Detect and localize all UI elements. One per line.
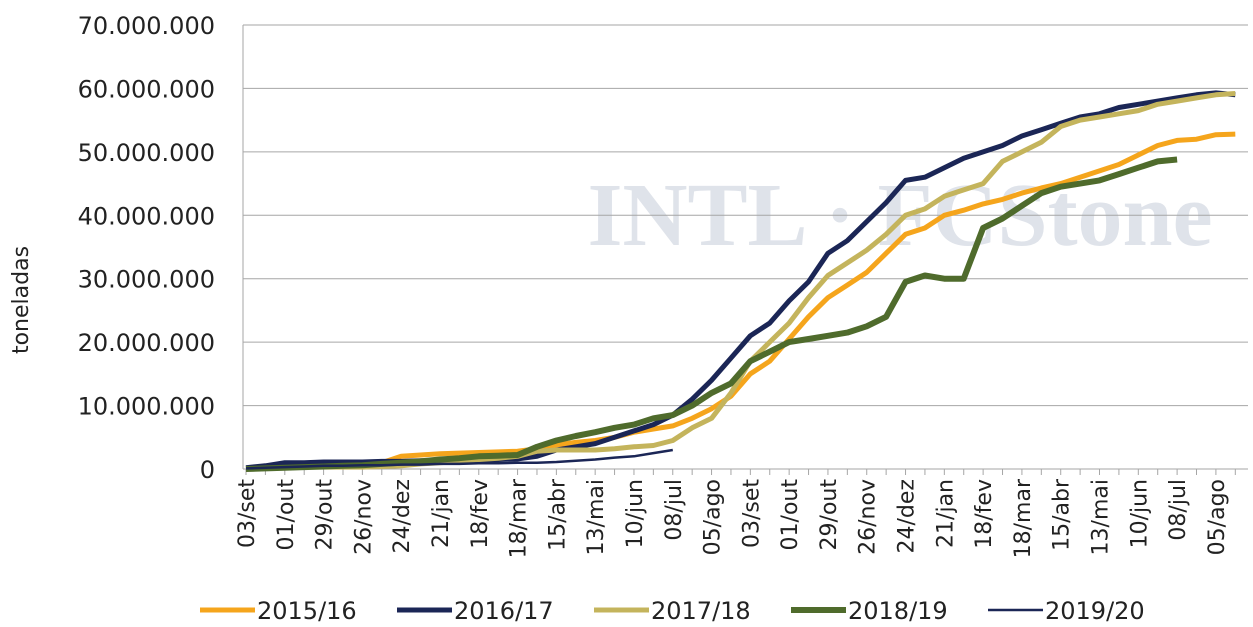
- y-tick-label: 30.000.000: [78, 266, 215, 294]
- x-tick-label: 29/out: [313, 479, 338, 551]
- x-tick-label: 05/ago: [1205, 479, 1230, 555]
- x-tick-label: 18/mar: [1011, 478, 1036, 558]
- y-tick-label: 70.000.000: [78, 12, 215, 40]
- x-tick-label: 15/abr: [1050, 478, 1075, 551]
- x-tick-label: 10/jun: [1127, 479, 1152, 548]
- x-tick-label: 26/nov: [351, 479, 376, 555]
- y-tick-label: 20.000.000: [78, 329, 215, 357]
- x-tick-label: 18/fev: [972, 479, 997, 549]
- x-tick-label: 24/dez: [895, 479, 920, 553]
- series-line: [245, 156, 1178, 472]
- x-tick-label: 03/set: [739, 479, 764, 548]
- x-tick-label: 15/abr: [545, 478, 570, 551]
- x-tick-label: 01/out: [778, 479, 803, 551]
- series-line: [245, 131, 1236, 472]
- x-tick-label: 13/mai: [584, 479, 609, 555]
- y-tick-label: 60.000.000: [78, 75, 215, 103]
- y-tick-label: 40.000.000: [78, 202, 215, 230]
- x-tick-label: 24/dez: [390, 479, 415, 553]
- legend-label: 2015/16: [257, 597, 357, 625]
- series-line: [245, 91, 1236, 472]
- x-tick-label: 08/jul: [1166, 479, 1191, 541]
- y-axis-label: toneladas: [9, 246, 34, 354]
- y-tick-label: 10.000.000: [78, 393, 215, 421]
- series-line: [245, 448, 673, 470]
- legend-label: 2018/19: [848, 597, 948, 625]
- series-line: [245, 90, 1236, 471]
- legend-label: 2017/18: [651, 597, 751, 625]
- x-tick-label: 26/nov: [856, 479, 881, 555]
- x-tick-label: 05/ago: [701, 479, 726, 555]
- y-tick-label: 0: [200, 456, 215, 484]
- x-tick-label: 08/jul: [662, 479, 687, 541]
- x-tick-label: 03/set: [235, 479, 260, 548]
- y-tick-label: 50.000.000: [78, 139, 215, 167]
- x-tick-label: 21/jan: [429, 479, 454, 548]
- x-tick-label: 18/fev: [468, 479, 493, 549]
- x-tick-label: 10/jun: [623, 479, 648, 548]
- x-tick-label: 21/jan: [933, 479, 958, 548]
- x-tick-label: 18/mar: [507, 478, 532, 558]
- x-tick-label: 29/out: [817, 479, 842, 551]
- x-tick-label: 13/mai: [1089, 479, 1114, 555]
- legend-label: 2019/20: [1045, 597, 1145, 625]
- legend-label: 2016/17: [454, 597, 554, 625]
- x-tick-label: 01/out: [274, 479, 299, 551]
